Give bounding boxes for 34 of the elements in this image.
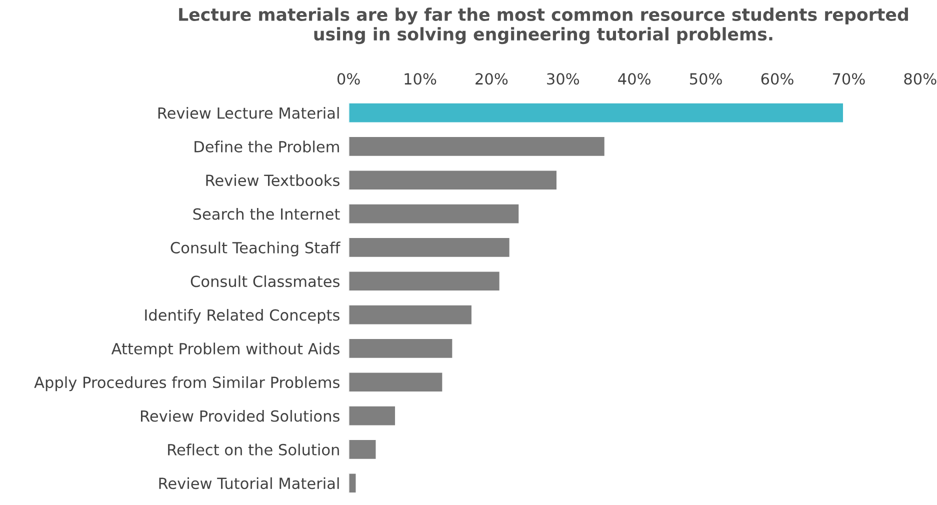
y-tick-label: Apply Procedures from Similar Problems: [34, 376, 340, 392]
bar: [348, 236, 511, 258]
y-tick-label: Search the Internet: [193, 208, 340, 220]
y-tick-label: Review Textbooks: [206, 174, 340, 186]
x-tick-label: 0%: [337, 73, 360, 85]
bar: [348, 404, 396, 427]
x-tick-label: 50%: [690, 73, 722, 85]
bar: [348, 304, 473, 326]
bar: [348, 136, 606, 158]
y-tick-label: Review Lecture Material: [158, 106, 339, 119]
x-tick-label: 10%: [404, 73, 436, 85]
y-tick-label: Attempt Problem without Aids: [111, 342, 340, 358]
y-tick-label: Review Provided Solutions: [140, 410, 340, 422]
y-tick-label: Identify Related Concepts: [145, 308, 340, 324]
bar: [348, 102, 844, 124]
bar: [348, 270, 501, 292]
bar: [348, 169, 558, 191]
y-tick-label: Consult Classmates: [190, 275, 340, 288]
bar: [348, 202, 520, 225]
x-tick-label: 70%: [832, 73, 865, 85]
bar: [348, 472, 358, 494]
y-tick-label: Review Tutorial Material: [159, 477, 339, 490]
x-tick-label: 80%: [904, 73, 936, 85]
chart-title: Lecture materials are by far the most common resource students reported using in solving engineering tutorial problems.: [179, 8, 908, 44]
bar: [348, 338, 454, 360]
y-tick-label: Reflect on the Solution: [168, 444, 339, 456]
y-tick-label: Consult Teaching Staff: [170, 242, 341, 256]
bar: [348, 371, 444, 393]
x-tick-label: 60%: [761, 73, 794, 85]
bar: [348, 438, 378, 460]
x-tick-label: 40%: [618, 73, 650, 85]
y-tick-label: Define the Problem: [194, 140, 339, 152]
x-tick-label: 20%: [476, 73, 508, 85]
x-tick-label: 30%: [547, 73, 580, 85]
